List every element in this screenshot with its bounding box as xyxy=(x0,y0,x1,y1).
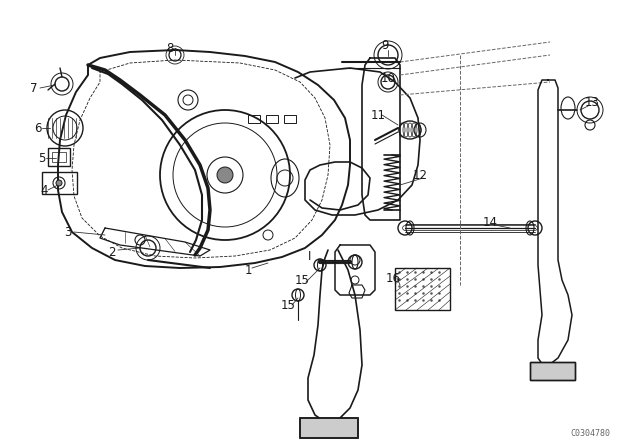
Text: 3: 3 xyxy=(64,225,72,238)
Text: 15: 15 xyxy=(280,298,296,311)
Bar xyxy=(530,362,575,380)
Circle shape xyxy=(56,180,62,186)
Text: 7: 7 xyxy=(30,82,38,95)
Text: C0304780: C0304780 xyxy=(570,429,610,438)
Bar xyxy=(395,268,450,310)
Text: 11: 11 xyxy=(371,108,385,121)
Text: 8: 8 xyxy=(166,42,173,55)
Text: 1: 1 xyxy=(244,263,252,276)
Bar xyxy=(300,418,358,438)
Bar xyxy=(300,418,358,438)
Bar xyxy=(48,148,70,166)
Text: 6: 6 xyxy=(35,121,42,134)
Bar xyxy=(52,152,66,162)
Bar xyxy=(530,362,575,380)
Text: 4: 4 xyxy=(40,184,48,197)
Circle shape xyxy=(217,167,233,183)
Text: 15: 15 xyxy=(294,273,309,287)
Bar xyxy=(42,172,77,194)
Text: 2: 2 xyxy=(108,246,116,258)
Text: I: I xyxy=(308,250,312,263)
Text: 5: 5 xyxy=(38,151,45,164)
Bar xyxy=(248,115,260,123)
Text: 16: 16 xyxy=(385,271,401,284)
Text: 10: 10 xyxy=(381,72,396,85)
Bar xyxy=(266,115,278,123)
Text: 9: 9 xyxy=(381,39,388,52)
Bar xyxy=(284,115,296,123)
Text: 12: 12 xyxy=(413,168,428,181)
Text: 14: 14 xyxy=(483,215,497,228)
Text: 13: 13 xyxy=(584,95,600,108)
